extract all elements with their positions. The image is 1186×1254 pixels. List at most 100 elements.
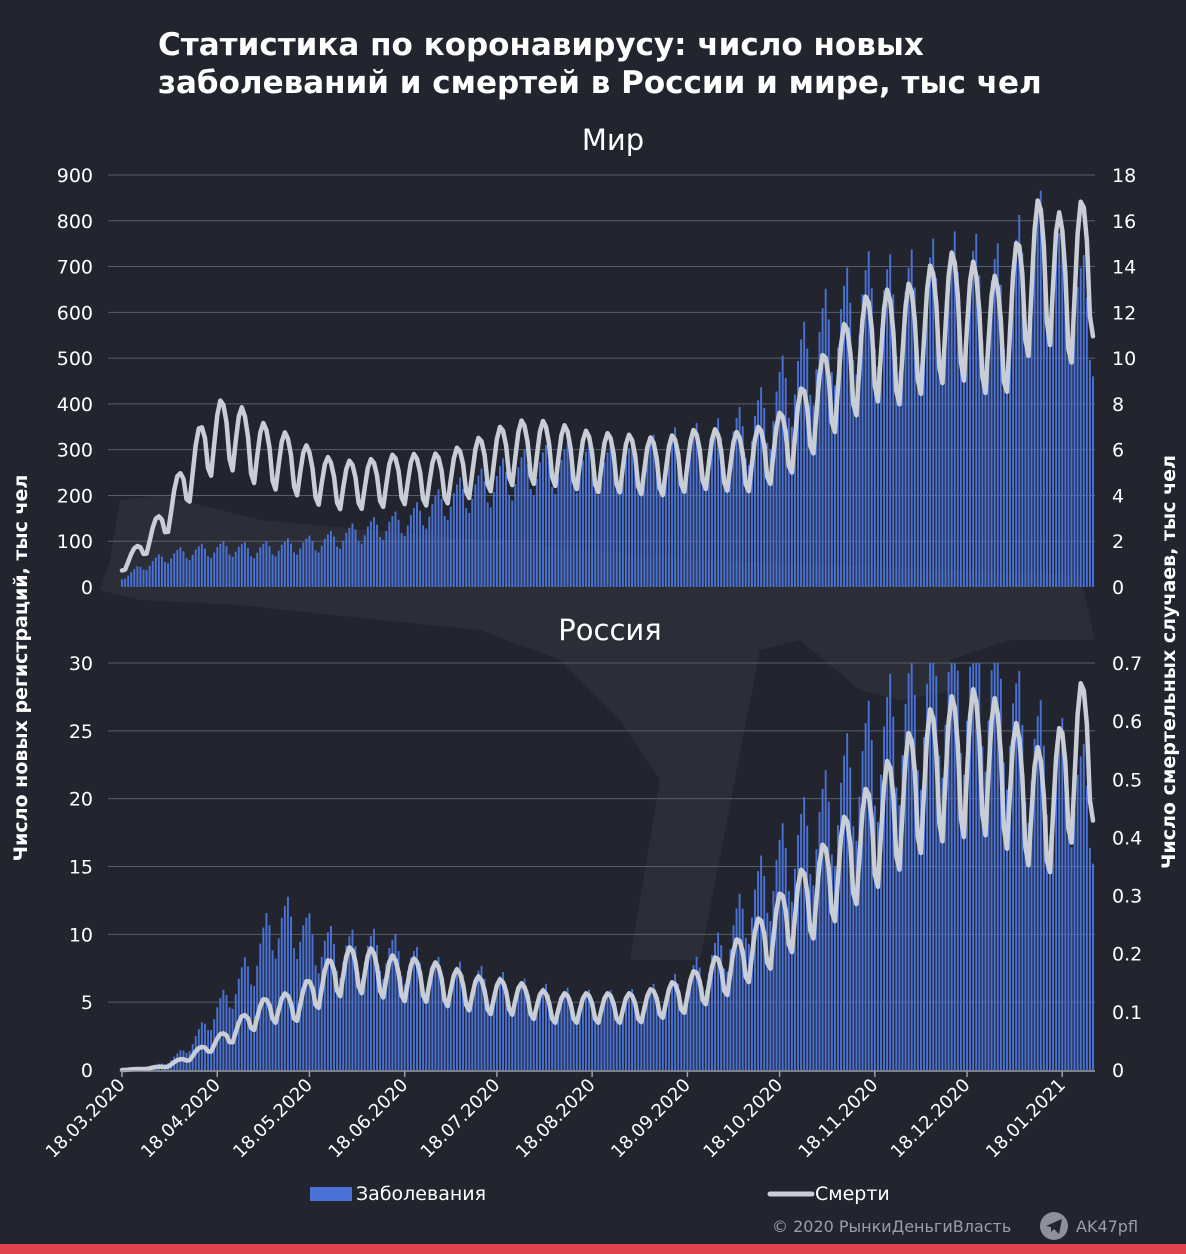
- bar-cases: [465, 994, 468, 1070]
- bar-cases: [1009, 316, 1011, 587]
- bar-cases: [803, 321, 806, 587]
- bar-cases: [757, 400, 760, 587]
- bar-cases: [886, 697, 889, 1070]
- bar-cases: [698, 441, 701, 587]
- bar-cases: [962, 355, 965, 587]
- bar-cases: [720, 945, 723, 1070]
- bar-cases: [1092, 376, 1094, 587]
- bar-cases: [855, 840, 858, 1070]
- bar-cases: [938, 755, 941, 1070]
- bar-cases: [1067, 340, 1070, 587]
- bar-cases: [1002, 348, 1005, 587]
- bar-cases: [750, 441, 753, 587]
- bar-cases: [502, 972, 504, 1070]
- bar-cases: [213, 552, 216, 587]
- bar-cases: [732, 431, 735, 587]
- bar-cases: [652, 434, 655, 587]
- bar-cases: [535, 479, 538, 587]
- watermark-rifle: [100, 495, 1095, 960]
- bar-cases: [578, 476, 581, 587]
- bar-cases: [732, 925, 735, 1070]
- bar-cases: [815, 369, 818, 587]
- bar-cases: [477, 970, 480, 1070]
- bar-cases: [950, 250, 953, 587]
- y-left-tick-label: 25: [69, 721, 93, 743]
- bar-cases: [121, 579, 123, 587]
- bar-cases: [800, 813, 803, 1070]
- bar-cases: [741, 426, 744, 587]
- bar-cases: [250, 556, 253, 587]
- bar-cases: [130, 572, 133, 587]
- bar-cases: [154, 557, 157, 587]
- y-left-tick-label: 5: [81, 992, 93, 1014]
- bar-cases: [342, 540, 345, 587]
- x-tick-label: 18.08.2020: [512, 1075, 600, 1163]
- bar-cases: [535, 1002, 538, 1070]
- bar-cases: [551, 1010, 554, 1070]
- bar-cases: [999, 678, 1002, 1070]
- bar-cases: [624, 458, 627, 587]
- bar-cases: [351, 523, 354, 587]
- bar-cases: [929, 663, 932, 1070]
- bar-cases: [643, 472, 646, 587]
- bar-cases: [729, 453, 732, 587]
- y-right-tick-label: 0.2: [1112, 944, 1142, 966]
- bar-cases: [938, 340, 941, 587]
- channel-name: AK47pfl: [1076, 1217, 1138, 1236]
- bar-cases: [483, 978, 486, 1070]
- bar-cases: [904, 291, 907, 587]
- bar-cases: [683, 481, 686, 587]
- bar-cases: [883, 726, 885, 1070]
- bar-cases: [889, 673, 892, 1070]
- bar-cases: [179, 547, 182, 587]
- bar-cases: [1088, 847, 1091, 1070]
- deaths-line-world: [119, 198, 1096, 573]
- bar-cases: [984, 359, 987, 587]
- bar-cases: [1021, 724, 1024, 1070]
- bar-cases: [449, 506, 452, 587]
- bar-cases: [664, 1000, 667, 1070]
- bar-cases: [575, 492, 578, 587]
- bar-cases: [1067, 827, 1070, 1070]
- bar-cases: [502, 458, 504, 587]
- bar-cases: [1042, 234, 1045, 587]
- bar-cases: [996, 243, 999, 587]
- bar-cases: [634, 456, 637, 587]
- bar-cases: [465, 508, 468, 587]
- bar-cases: [797, 361, 799, 587]
- bar-cases: [852, 826, 855, 1070]
- bar-cases: [517, 467, 520, 587]
- bar-cases: [1018, 215, 1021, 587]
- bar-cases: [437, 956, 440, 1070]
- bar-cases: [397, 951, 400, 1070]
- bar-cases: [520, 457, 523, 587]
- bar-cases: [486, 502, 489, 587]
- bar-cases: [637, 1013, 640, 1070]
- bar-cases: [210, 558, 213, 587]
- bar-cases: [360, 978, 363, 1070]
- bar-cases: [901, 331, 904, 587]
- bar-cases: [489, 507, 492, 587]
- bar-cases: [800, 339, 803, 587]
- bar-cases: [677, 983, 680, 1070]
- bar-cases: [394, 934, 397, 1070]
- bar-cases: [271, 554, 274, 587]
- bar-cases: [373, 517, 375, 587]
- bar-cases: [892, 716, 895, 1070]
- bar-cases: [806, 825, 809, 1070]
- bar-cases: [956, 272, 959, 587]
- bar-cases: [895, 787, 898, 1070]
- bar-cases: [514, 484, 517, 587]
- ticks-world-right: 0 2 4 6 8 10 12 14 16 18: [1112, 165, 1136, 599]
- bar-cases: [1079, 267, 1082, 587]
- bar-cases: [234, 551, 237, 587]
- bar-cases: [231, 556, 234, 587]
- bar-cases: [455, 966, 458, 1070]
- x-tick-label: 18.06.2020: [325, 1075, 413, 1163]
- bar-cases: [597, 1018, 600, 1070]
- y-left-tick-label: 0: [81, 577, 93, 599]
- panel-title-world: Мир: [582, 123, 644, 157]
- bar-cases: [738, 406, 741, 587]
- bar-cases: [947, 671, 950, 1070]
- bar-cases: [471, 988, 474, 1070]
